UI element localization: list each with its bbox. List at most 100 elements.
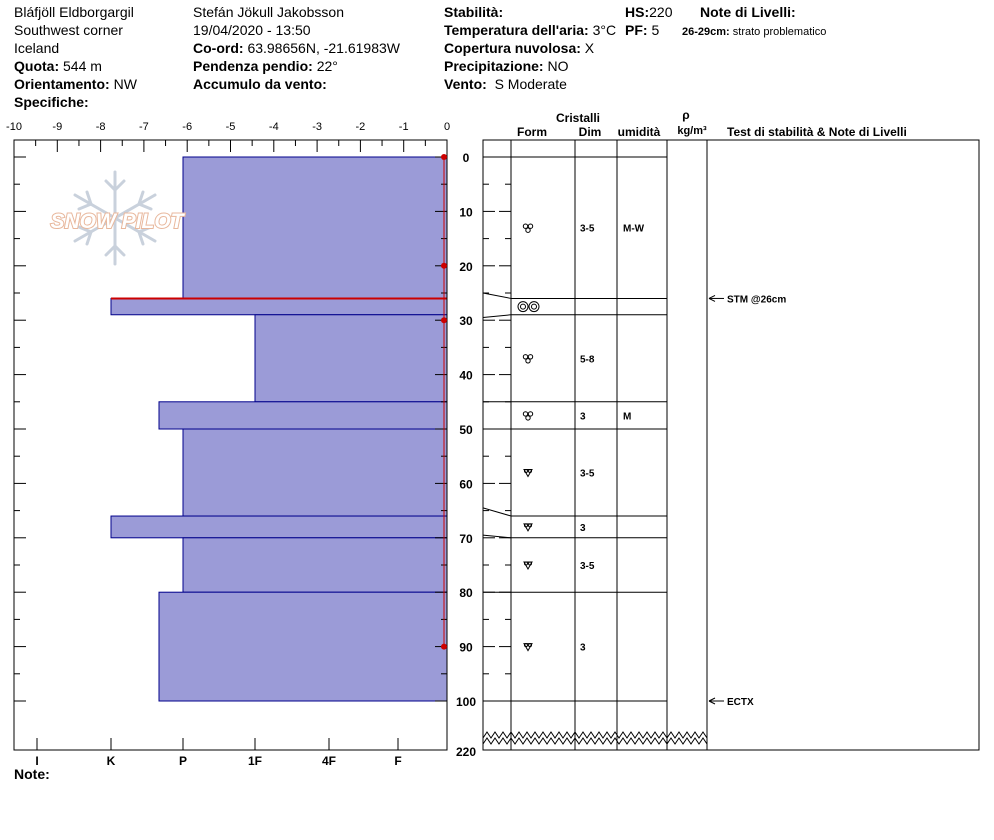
aspect-value: NW	[113, 76, 137, 92]
layer-note-range: 26-29cm:	[682, 26, 730, 38]
air-temp-label: Temperatura dell'aria:	[444, 22, 589, 38]
col-tests: Test di stabilità & Note di Livelli	[727, 125, 907, 139]
observer: Stefán Jökull Jakobsson	[193, 4, 344, 20]
temp-tick-label: -10	[6, 121, 22, 133]
rounded-crystal-icon	[522, 354, 534, 364]
depth-tick-label: 80	[459, 586, 473, 600]
hardness-tick-label: K	[107, 754, 116, 768]
temp-tick-label: -4	[269, 121, 279, 133]
col-size: Dim	[579, 125, 602, 139]
slope-label: Pendenza pendio:	[193, 58, 313, 74]
layer-leader-line	[482, 292, 512, 299]
pf-row: PF: 5	[625, 22, 659, 38]
slope-value: 22°	[316, 58, 338, 74]
air-temp-value: 3°C	[592, 22, 617, 38]
slope-row: Pendenza pendio: 22°	[193, 58, 338, 74]
coords-label: Co-ord:	[193, 40, 244, 56]
depth-tick-label: 90	[459, 641, 473, 655]
coords-row: Co-ord: 63.98656N, -21.61983W	[193, 40, 400, 56]
wind-value: S Moderate	[494, 76, 567, 92]
col-density-unit: kg/m³	[677, 125, 707, 137]
hardness-tick-label: F	[394, 754, 401, 768]
layer-bar-4	[182, 428, 448, 517]
layer-bar-7	[158, 591, 448, 702]
depth-tick-label: 20	[459, 260, 473, 274]
temp-tick-label: 0	[444, 121, 450, 133]
precip-row: Precipitazione: NO	[444, 58, 568, 74]
temp-tick-label: -8	[96, 121, 106, 133]
precip-label: Precipitazione:	[444, 58, 544, 74]
hs-value: 220	[649, 4, 673, 20]
depth-tick-label: 100	[456, 695, 476, 709]
faceted-crystal-icon	[523, 469, 533, 478]
specifics-label: Specifiche:	[14, 94, 89, 110]
wind-loading-label: Accumulo da vento:	[193, 76, 327, 92]
hardness-tick-label: P	[179, 754, 187, 768]
temp-tick-label: -1	[399, 121, 409, 133]
layer-notes-label: Note di Livelli:	[700, 4, 796, 20]
col-density-symbol: ρ	[682, 108, 689, 122]
temp-tick-label: -7	[139, 121, 149, 133]
hs-row: HS:220	[625, 4, 672, 20]
hardness-tick-label: I	[35, 754, 38, 768]
faceted-crystal-icon	[523, 523, 533, 532]
col-moisture: umidità	[618, 125, 661, 139]
pf-label: PF:	[625, 22, 648, 38]
depth-break-zigzag	[482, 737, 708, 745]
temperature-point	[441, 262, 447, 269]
logo-text: SNOW PILOT	[51, 210, 186, 233]
faceted-crystal-icon	[523, 561, 533, 571]
rounded-crystal-icon	[522, 223, 534, 233]
test-arrow-head	[708, 697, 716, 705]
layer-leader-line	[482, 507, 512, 517]
wind-label: Vento:	[444, 76, 487, 92]
layer-bar-0	[182, 156, 448, 299]
temp-tick-label: -6	[182, 121, 192, 133]
layer-moisture: M	[623, 411, 631, 422]
hardness-tick-label: 4F	[322, 754, 336, 768]
temperature-point	[441, 154, 447, 160]
hs-label: HS:	[625, 4, 650, 20]
cloud-label: Copertura nuvolosa:	[444, 40, 581, 56]
stability-label: Stabilità:	[444, 4, 504, 20]
aspect-label: Orientamento:	[14, 76, 110, 92]
temp-tick-label: -2	[356, 121, 366, 133]
layer-size: 3-5	[580, 469, 595, 480]
ice-crystal-icon	[517, 301, 540, 313]
elevation-row: Quota: 544 m	[14, 58, 102, 74]
depth-tick-label: 70	[459, 532, 473, 546]
col-form: Form	[517, 125, 547, 139]
snowpilot-logo: SNOW PILOT	[50, 170, 187, 266]
depth-tick-label: 40	[459, 369, 473, 383]
layer-size: 3	[580, 411, 586, 422]
layer-moisture: M-W	[623, 224, 645, 235]
cloud-row: Copertura nuvolosa: X	[444, 40, 594, 56]
temperature-point	[441, 317, 447, 324]
temp-tick-label: -9	[52, 121, 62, 133]
coords-value: 63.98656N, -21.61983W	[247, 40, 400, 56]
faceted-crystal-icon	[523, 643, 533, 652]
location-name: Bláfjöll Eldborgargil	[14, 4, 134, 20]
air-temp-row: Temperatura dell'aria: 3°C	[444, 22, 616, 38]
col-crystals: Cristalli	[556, 111, 600, 125]
test-arrow-head	[708, 294, 716, 302]
hardness-tick-label: 1F	[248, 754, 262, 768]
layer-bar-3	[158, 401, 448, 430]
depth-tick-label: 60	[459, 477, 473, 491]
table-frame	[482, 139, 980, 751]
wind-row: Vento: S Moderate	[444, 76, 567, 92]
layer-bar-1	[110, 297, 448, 316]
pf-value: 5	[651, 22, 660, 38]
temperature-point	[441, 643, 447, 650]
layer-note-text: strato problematico	[732, 26, 827, 38]
layer-size: 3-5	[580, 561, 595, 572]
depth-tick-label: 10	[459, 205, 473, 219]
layer-size: 3	[580, 523, 586, 534]
layer-leader-line	[482, 534, 512, 539]
depth-bottom-label: 220	[456, 745, 476, 759]
region: Southwest corner	[14, 22, 123, 38]
cloud-value: X	[584, 40, 595, 56]
layer-bar-6	[182, 537, 448, 593]
rounded-crystal-icon	[522, 411, 534, 421]
